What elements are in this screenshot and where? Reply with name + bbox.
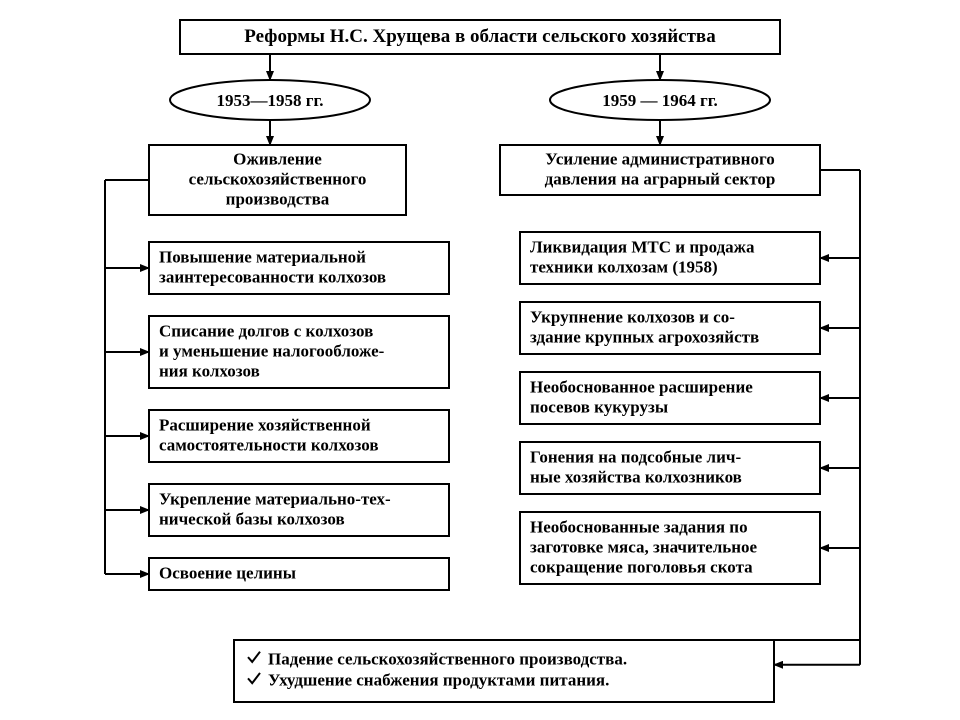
title-text: Реформы Н.С. Хрущева в области сельского… (244, 26, 716, 47)
period-right-label: 1959 — 1964 гг. (602, 91, 718, 110)
right-item-1: Укрупнение колхозов и со-здание крупных … (530, 307, 759, 346)
right-item-3: Гонения на подсобные лич-ные хозяйства к… (530, 447, 742, 486)
left-head-text: Оживлениесельскохозяйственногопроизводст… (189, 149, 367, 208)
left-item-1: Списание долгов с колхозови уменьшение н… (159, 321, 385, 380)
right-item-0: Ликвидация МТС и продажатехники колхозам… (530, 237, 755, 276)
left-item-0: Повышение материальнойзаинтересованности… (159, 247, 386, 286)
left-item-2: Расширение хозяйственнойсамостоятельност… (159, 415, 379, 454)
result-item-1: Ухудшение снабжения продуктами питания. (268, 671, 609, 690)
right-item-2: Необоснованное расширениепосевов кукуруз… (530, 377, 753, 416)
flowchart-canvas: Реформы Н.С. Хрущева в области сельского… (0, 0, 960, 720)
left-item-4: Освоение целины (159, 563, 296, 582)
right-head-text: Усиление административногодавления на аг… (545, 149, 776, 188)
right-item-4: Необоснованные задания позаготовке мяса,… (530, 517, 758, 576)
left-item-3: Укрепление материально-тех-нической базы… (159, 489, 391, 528)
period-left-label: 1953—1958 гг. (216, 91, 323, 110)
result-item-0: Падение сельскохозяйственного производст… (268, 649, 627, 668)
